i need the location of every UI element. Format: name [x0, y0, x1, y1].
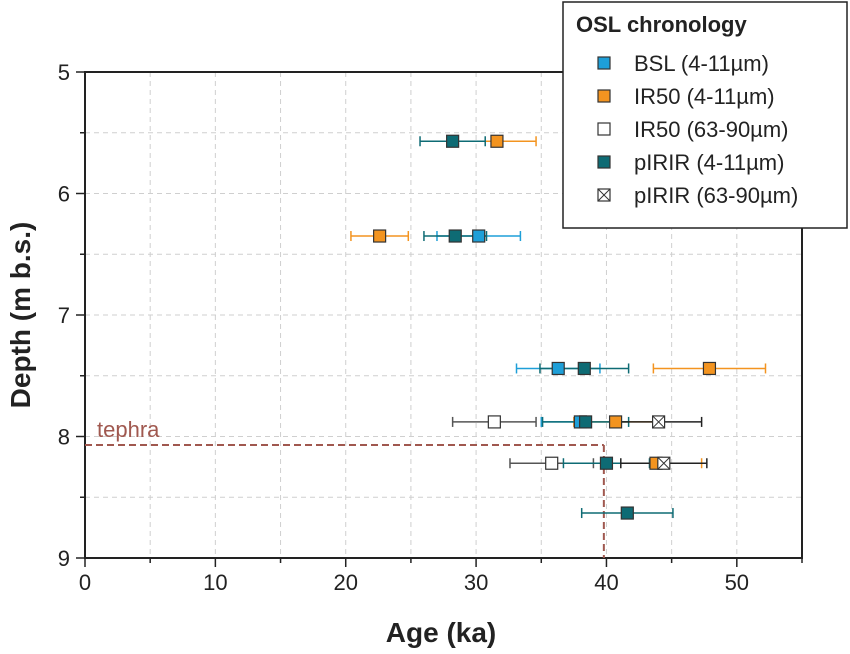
data-points	[350, 134, 767, 520]
tephra-label: tephra	[97, 417, 160, 442]
legend-marker	[597, 155, 611, 169]
x-tick-label: 0	[79, 570, 91, 595]
data-point	[373, 229, 387, 243]
x-tick-label: 40	[594, 570, 618, 595]
legend-title: OSL chronology	[576, 12, 747, 37]
data-point	[448, 229, 462, 243]
axes: 0 10 20 30 40 50 5 6 7 8 9	[58, 60, 803, 595]
y-tick-label: 7	[58, 303, 70, 328]
data-point	[608, 415, 623, 429]
data-point	[545, 456, 559, 470]
legend-marker-cross	[597, 188, 611, 202]
legend-label: pIRIR (4-11µm)	[634, 150, 784, 175]
legend-marker	[597, 56, 611, 70]
legend: OSL chronology BSL (4-11µm) IR50 (4-11µm)…	[562, 1, 848, 229]
data-point	[472, 229, 486, 243]
y-tick-label: 6	[58, 182, 70, 207]
y-tick-label: 9	[58, 546, 70, 571]
data-point	[490, 134, 504, 148]
y-tick-label: 8	[58, 425, 70, 450]
data-point-cross	[652, 415, 665, 429]
x-tick-label: 50	[725, 570, 749, 595]
data-point	[487, 415, 501, 429]
x-tick-label: 20	[333, 570, 357, 595]
legend-label: IR50 (4-11µm)	[634, 84, 775, 109]
data-point	[446, 134, 460, 148]
legend-items: BSL (4-11µm) IR50 (4-11µm) IR50 (63-90µm) p…	[597, 51, 798, 208]
data-point	[577, 361, 591, 376]
data-point	[620, 506, 634, 520]
x-tick-label: 10	[203, 570, 227, 595]
y-axis-title: Depth (m b.s.)	[5, 222, 36, 409]
data-point	[551, 361, 565, 376]
tephra-annotation: tephra	[85, 417, 605, 558]
legend-marker	[597, 89, 611, 103]
x-axis-title: Age (ka)	[386, 617, 496, 648]
legend-label: BSL (4-11µm)	[634, 51, 769, 76]
data-point-cross	[657, 456, 671, 470]
legend-label: IR50 (63-90µm)	[634, 117, 789, 142]
data-point	[702, 361, 717, 376]
legend-marker	[597, 122, 611, 136]
x-tick-label: 30	[464, 570, 488, 595]
y-tick-label: 5	[58, 60, 70, 85]
data-point	[599, 456, 614, 470]
legend-label: pIRIR (63-90µm)	[634, 183, 798, 208]
data-point	[578, 415, 593, 429]
